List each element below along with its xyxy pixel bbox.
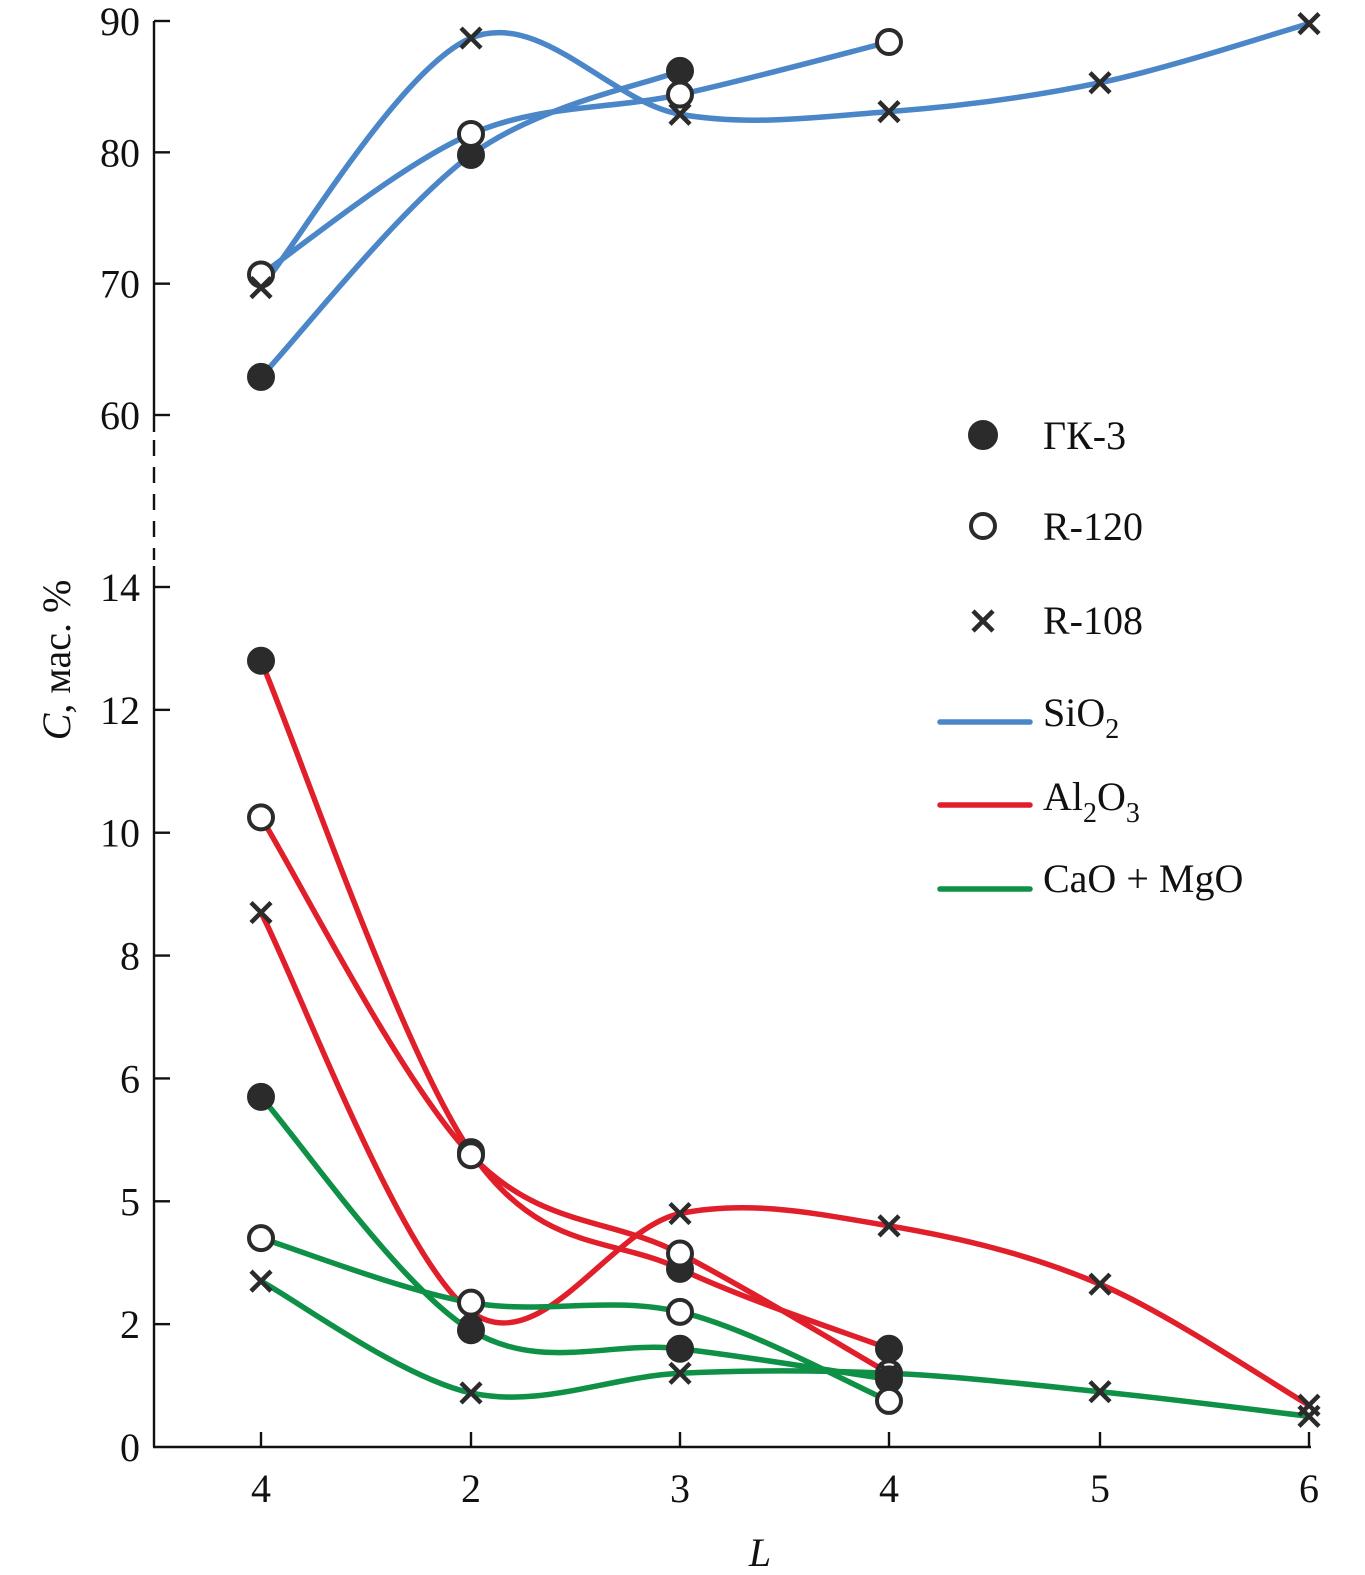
y-axis-title: C, мас. % <box>34 580 79 741</box>
axes <box>152 21 1311 1449</box>
data-point-sio2-r-108 <box>459 26 483 50</box>
legend-item-r120: R-120 <box>969 504 1143 549</box>
data-point-cao-mgo-r-120 <box>457 1288 485 1317</box>
legend-item-cao-mgo: CaO + MgO <box>937 856 1243 901</box>
series-line-sio2-r-120 <box>258 39 892 278</box>
data-point-cao-mgo-r-108 <box>1297 1404 1321 1428</box>
series-line-al2o3-r-108 <box>258 909 1312 1408</box>
data-point-cao-mgo-r-120 <box>875 1386 903 1415</box>
data-point-al2o3-r-120 <box>247 803 275 832</box>
data-point-sio2-r-120 <box>457 119 485 148</box>
legend-item-al2o3: Al2O3 <box>937 774 1140 829</box>
series-line-cao-mgo-r-120 <box>258 1235 892 1404</box>
legend-item-gk3: ГК-3 <box>968 413 1126 458</box>
legend-label: R-108 <box>1043 598 1143 643</box>
x-tick-label: 4 <box>879 1466 899 1511</box>
y-tick-label: 2 <box>120 1302 140 1347</box>
series-line-cao-mgo-гк-3 <box>258 1094 892 1383</box>
data-point-al2o3-r-108 <box>249 900 273 925</box>
data-point-al2o3-r-108 <box>877 1214 901 1238</box>
data-point-sio2-r-108 <box>1297 12 1321 36</box>
y-tick-label: 12 <box>100 688 140 733</box>
data-point-sio2-r-108 <box>249 276 273 300</box>
data-point-al2o3-r-108 <box>668 1201 692 1226</box>
x-tick-label: 6 <box>1299 1466 1319 1511</box>
y-tick-label: 80 <box>100 130 140 175</box>
data-point-cao-mgo-гк-3 <box>457 1316 485 1345</box>
data-point-cao-mgo-r-108 <box>877 1361 901 1385</box>
x-tick-label: 2 <box>461 1466 481 1511</box>
data-point-cao-mgo-гк-3 <box>666 1334 694 1363</box>
y-tick-label: 0 <box>120 1425 140 1470</box>
open-circle-icon <box>969 512 997 540</box>
y-tick-label: 90 <box>100 0 140 44</box>
filled-circle-icon <box>968 420 998 450</box>
series-line-cao-mgo-r-108 <box>258 1278 1312 1420</box>
legend-label: SiO2 <box>1043 690 1119 745</box>
data-point-sio2-гк-3 <box>666 56 694 85</box>
data-point-sio2-r-108 <box>1088 71 1112 95</box>
data-point-sio2-r-108 <box>877 100 901 124</box>
legend-item-sio2: SiO2 <box>937 690 1119 745</box>
y-tick-label: 6 <box>120 1056 140 1101</box>
cross-icon <box>971 609 995 633</box>
x-tick-label: 3 <box>670 1466 690 1511</box>
series-line-al2o3-гк-3 <box>258 657 892 1352</box>
legend-label: ГК-3 <box>1043 413 1126 458</box>
data-point-al2o3-r-120 <box>666 1239 694 1268</box>
x-axis-title: L <box>748 1530 771 1575</box>
data-point-sio2-r-120 <box>875 28 903 57</box>
series-line-sio2-r-108 <box>258 20 1312 291</box>
legend-label: CaO + MgO <box>1043 856 1243 901</box>
data-point-cao-mgo-r-108 <box>668 1361 692 1385</box>
data-point-sio2-r-120 <box>247 260 275 289</box>
markers <box>247 12 1321 1428</box>
series-line-al2o3-r-120 <box>258 814 892 1377</box>
data-point-al2o3-r-108 <box>1088 1272 1112 1296</box>
y-ticks: 60 70 80 90 0 2 5 6 8 10 12 14 <box>100 0 170 1470</box>
data-point-al2o3-гк-3 <box>247 646 275 675</box>
data-point-cao-mgo-r-108 <box>249 1269 273 1293</box>
y-axis-title-symbol: C <box>34 712 79 740</box>
x-tick-label: 4 <box>251 1466 271 1511</box>
y-tick-label: 8 <box>120 934 140 979</box>
y-tick-label: 5 <box>120 1179 140 1224</box>
legend-label: Al2O3 <box>1043 774 1140 829</box>
curves <box>258 20 1312 1420</box>
y-tick-label: 60 <box>100 393 140 438</box>
data-point-cao-mgo-r-108 <box>1088 1380 1112 1404</box>
data-point-al2o3-гк-3 <box>875 1334 903 1363</box>
y-tick-label: 10 <box>100 811 140 856</box>
x-ticks: 4 2 3 4 5 6 <box>251 1432 1319 1511</box>
y-tick-label: 70 <box>100 262 140 307</box>
x-tick-label: 5 <box>1090 1466 1110 1511</box>
y-tick-label: 14 <box>100 565 140 610</box>
legend: ГК-3 R-120 R-108 SiO2 Al2O3 CaO + MgO <box>937 413 1243 901</box>
data-point-cao-mgo-r-108 <box>459 1381 483 1405</box>
data-point-sio2-гк-3 <box>247 362 275 391</box>
data-point-sio2-r-108 <box>668 102 692 126</box>
data-point-cao-mgo-r-120 <box>247 1224 275 1253</box>
data-point-sio2-r-120 <box>666 80 694 109</box>
series-line-sio2-гк-3 <box>258 68 683 380</box>
data-point-cao-mgo-r-120 <box>666 1297 694 1326</box>
data-point-cao-mgo-гк-3 <box>247 1082 275 1111</box>
data-point-al2o3-r-120 <box>457 1141 485 1170</box>
legend-item-r108: R-108 <box>971 598 1143 643</box>
y-axis-title-unit: , мас. % <box>34 580 79 714</box>
legend-label: R-120 <box>1043 504 1143 549</box>
